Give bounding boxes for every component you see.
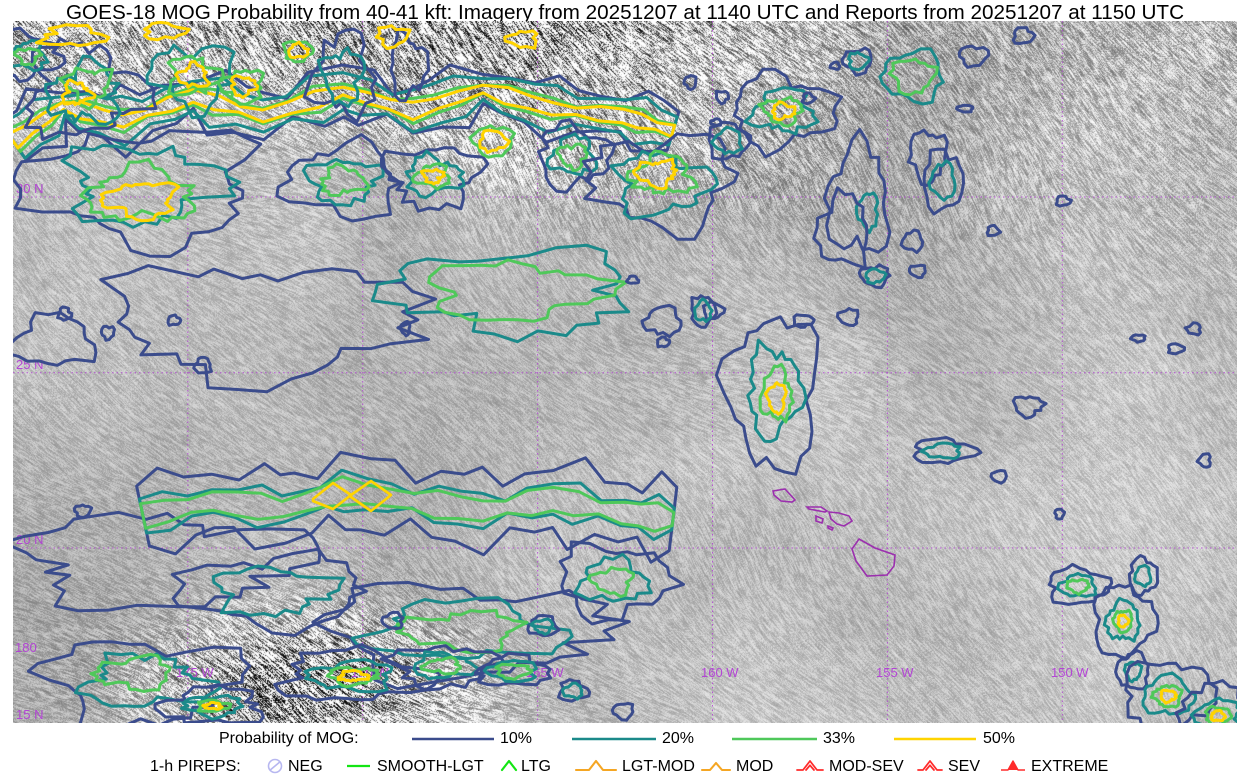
svg-text:LGT-MOD: LGT-MOD [622,758,695,775]
svg-text:20%: 20% [662,730,694,747]
svg-text:15 N: 15 N [16,707,43,722]
svg-text:Probability of MOG:: Probability of MOG: [219,730,359,747]
svg-text:25 N: 25 N [16,357,43,372]
svg-text:EXTREME: EXTREME [1031,758,1108,775]
svg-text:155 W: 155 W [876,665,914,680]
svg-text:MOD-SEV: MOD-SEV [829,758,904,775]
svg-text:33%: 33% [823,730,855,747]
svg-text:MOD: MOD [736,758,773,775]
svg-text:180: 180 [15,640,37,655]
svg-text:150 W: 150 W [1051,665,1089,680]
svg-text:LTG: LTG [521,758,551,775]
svg-text:1-h PIREPS:: 1-h PIREPS: [150,758,241,775]
svg-text:160 W: 160 W [701,665,739,680]
svg-text:10%: 10% [500,730,532,747]
svg-text:50%: 50% [983,730,1015,747]
svg-text:SEV: SEV [948,758,980,775]
svg-text:SMOOTH-LGT: SMOOTH-LGT [377,758,484,775]
svg-text:NEG: NEG [288,758,323,775]
